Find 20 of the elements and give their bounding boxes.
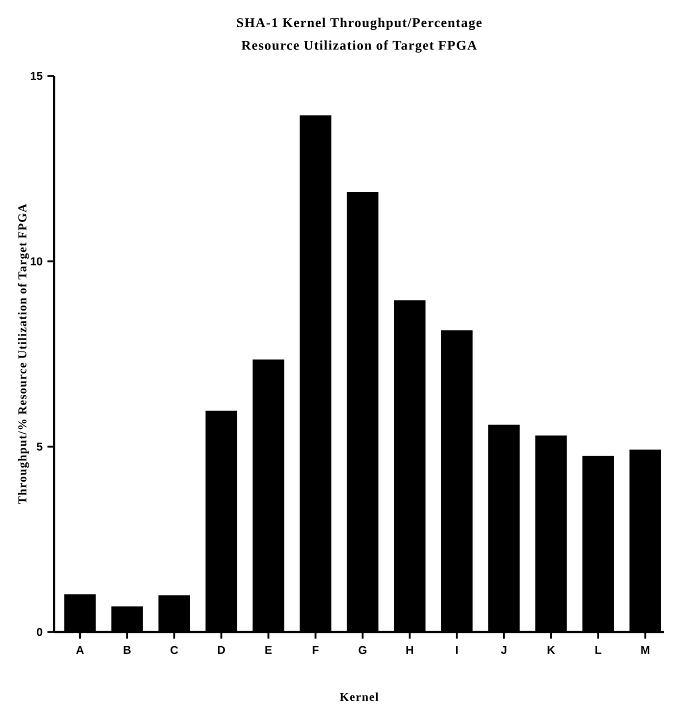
y-tick-label: 5 <box>36 442 42 451</box>
y-tick-label: 15 <box>30 72 42 80</box>
y-axis-title: Throughput/% Resource Utilization of Target FPGA <box>18 204 29 504</box>
x-tick-label: K <box>548 646 556 654</box>
x-tick-label: J <box>500 646 506 654</box>
x-tick-label: E <box>265 646 272 654</box>
x-axis-title: Kernel <box>340 692 378 701</box>
y-tick-label: 0 <box>36 628 42 636</box>
x-tick-label: G <box>358 646 366 654</box>
x-tick-label: C <box>170 646 178 654</box>
x-tick-label: I <box>456 646 458 654</box>
y-tick-label: 10 <box>30 257 42 266</box>
x-tick-label: M <box>641 646 650 654</box>
x-tick-label: L <box>595 646 602 654</box>
x-tick-label: B <box>124 646 131 654</box>
x-tick-label: H <box>406 646 414 654</box>
x-tick-label: F <box>312 646 319 654</box>
x-tick-label: A <box>76 646 84 654</box>
x-tick-label: D <box>218 646 225 654</box>
chart-title: SHA-1 Kernel Throughput/Percentage Resource Utilization of Target FPGA <box>236 18 482 53</box>
